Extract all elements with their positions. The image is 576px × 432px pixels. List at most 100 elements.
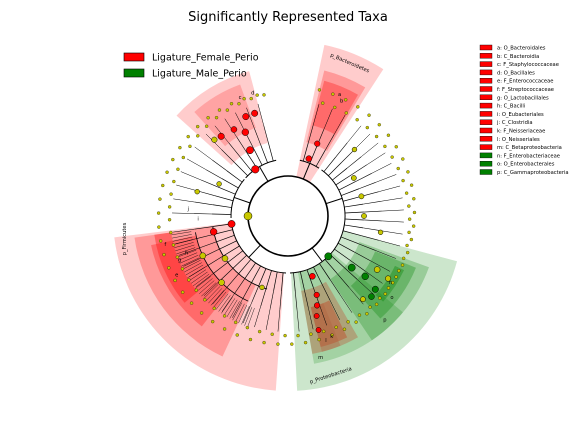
leaf-node xyxy=(290,342,294,346)
class-branch xyxy=(319,263,331,280)
leaf-branch xyxy=(172,236,193,242)
class-branch xyxy=(281,272,284,292)
family-branch xyxy=(371,163,392,174)
clade-highlight-c xyxy=(194,84,256,147)
tree-node xyxy=(194,189,200,195)
class-branch xyxy=(299,271,305,291)
leaf-node xyxy=(203,298,207,302)
leaf-node xyxy=(378,296,382,300)
leaf-branch xyxy=(244,307,253,326)
class-branch xyxy=(313,266,323,285)
order-branch xyxy=(351,164,367,175)
leaf-node xyxy=(176,167,180,171)
clade-highlight-p0 xyxy=(290,44,384,208)
leaf-node xyxy=(255,93,259,97)
class-branch xyxy=(344,218,364,221)
taxa-label: e: F_Enterococcaceae xyxy=(497,79,553,85)
leaf-node xyxy=(199,311,204,315)
leaf-node xyxy=(412,210,417,215)
leaf-branch xyxy=(247,308,255,327)
leaf-node xyxy=(407,204,411,208)
family-branch xyxy=(176,184,198,192)
tree-node xyxy=(305,155,313,162)
leaf-node xyxy=(409,237,414,242)
leaf-node xyxy=(344,98,348,102)
order-branch xyxy=(346,156,362,169)
clade-label-f: f xyxy=(164,242,166,248)
taxa-swatch xyxy=(479,111,493,117)
taxa-legend: a: O_Bacteroidales b: C_Bacteroidia c: F_S… xyxy=(479,44,569,176)
leaf-node xyxy=(394,275,398,279)
taxa-swatch xyxy=(479,86,493,92)
order-branch xyxy=(207,255,224,266)
tree-node xyxy=(368,293,375,300)
class-branch xyxy=(323,156,337,172)
leaf-branch xyxy=(181,257,200,267)
tree-node xyxy=(210,228,218,236)
class-branch xyxy=(324,259,338,275)
class-branch xyxy=(214,229,233,235)
order-branch xyxy=(219,268,234,281)
taxa-label: h: C_Bacilli xyxy=(497,104,525,110)
leaf-branch xyxy=(187,267,205,279)
class-branch xyxy=(334,248,351,261)
leaf-node xyxy=(169,230,173,235)
tree-node xyxy=(315,327,322,333)
order-branch xyxy=(206,169,223,179)
tree-node xyxy=(218,279,225,286)
leaf-branch xyxy=(235,303,245,322)
leaf-branch xyxy=(184,262,202,273)
class-branch xyxy=(315,149,326,167)
clade-label-l: l xyxy=(325,338,326,344)
leaf-node xyxy=(249,96,253,101)
order-branch xyxy=(361,235,379,241)
leaf-node xyxy=(322,329,326,334)
order-branch xyxy=(234,278,246,294)
leaf-node xyxy=(159,239,163,243)
leaf-node xyxy=(167,218,172,222)
leaf-node xyxy=(405,250,410,255)
clade-label-e: e xyxy=(175,273,178,279)
clade-highlight-n xyxy=(375,265,405,302)
tree-node xyxy=(211,136,218,143)
leaf-node xyxy=(309,332,313,336)
taxa-label: g: O_Lactobacillales xyxy=(497,95,549,101)
family-branch xyxy=(360,142,379,158)
class-branch xyxy=(239,156,253,172)
order-branch xyxy=(236,137,247,153)
order-branch xyxy=(213,262,228,274)
taxa-swatch xyxy=(479,152,493,159)
tree-node xyxy=(309,273,316,280)
leaf-node xyxy=(167,205,172,209)
tree-node xyxy=(199,252,207,259)
leaf-node xyxy=(186,134,190,139)
class-branch xyxy=(214,195,234,202)
family-branch xyxy=(346,125,362,144)
order-branch xyxy=(321,283,331,301)
taxa-swatch xyxy=(479,53,493,59)
family-branch xyxy=(265,308,271,330)
leaf-branch xyxy=(218,295,231,312)
leaf-node xyxy=(342,327,347,331)
leaf-node xyxy=(229,102,234,106)
order-branch xyxy=(363,200,381,205)
leaf-node xyxy=(405,243,409,248)
family-branch xyxy=(257,103,264,126)
class-arc xyxy=(212,226,268,290)
taxa-label: j: C_Clostridia xyxy=(496,120,533,126)
order-branch xyxy=(228,142,241,158)
legend-label: Ligature_Male_Perio xyxy=(152,69,247,80)
order-branch xyxy=(251,285,259,303)
family-branch xyxy=(380,230,403,235)
legend-label: Ligature_Female_Perio xyxy=(152,53,259,64)
family-branch xyxy=(180,171,202,181)
leaf-node xyxy=(171,157,175,162)
tree-node xyxy=(360,296,366,303)
class-branch xyxy=(217,186,236,195)
leaf-node xyxy=(354,320,358,324)
phylum-branch xyxy=(325,197,343,205)
leaf-branch xyxy=(203,284,219,299)
class-branch xyxy=(293,272,296,292)
clade-highlight-d xyxy=(176,71,269,166)
tree-node xyxy=(313,302,321,309)
